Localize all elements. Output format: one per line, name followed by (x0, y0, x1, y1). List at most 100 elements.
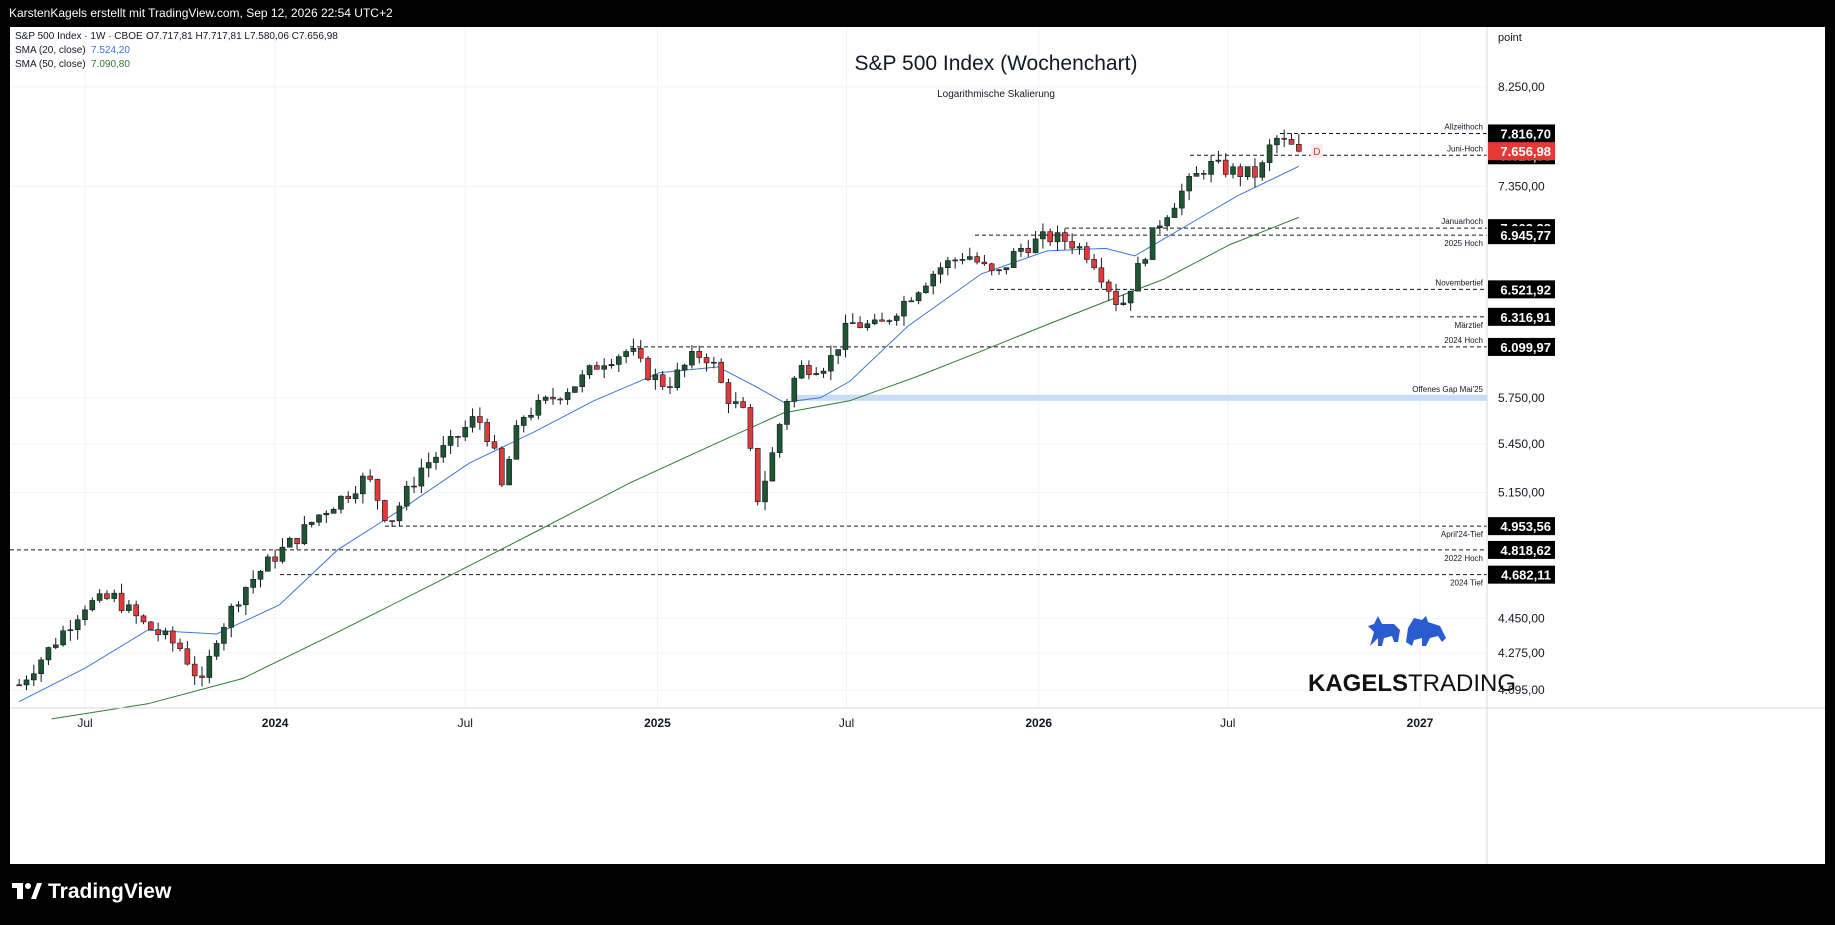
candle-up (689, 351, 695, 366)
candle-up (1018, 248, 1024, 252)
level-price-value: 6.316,91 (1500, 310, 1551, 325)
candle-up (820, 370, 827, 374)
candle-up (440, 445, 447, 458)
candle-up (403, 485, 410, 507)
candle-up (330, 508, 337, 514)
level-label: April'24-Tief (1441, 530, 1484, 539)
level-price-value: 6.099,97 (1500, 340, 1551, 355)
candle-up (849, 322, 856, 324)
candle-down (718, 361, 724, 383)
chart-frame: Offenes Gap Mai'25 Allzeithoch Juni-Hoch Ja… (10, 27, 1825, 864)
candle-up (111, 592, 118, 599)
candle-up (1193, 173, 1200, 177)
candle-down (594, 365, 600, 370)
candle-up (31, 673, 37, 681)
level-label: 2024 Tief (1450, 579, 1484, 588)
candles (16, 129, 1302, 691)
candle-up (652, 374, 659, 381)
candle-up (762, 480, 768, 503)
candle-up (923, 285, 929, 293)
candle-down (550, 396, 556, 400)
candle-down (177, 642, 183, 650)
candle-up (1208, 161, 1214, 175)
tradingview-logo[interactable]: TradingView (12, 880, 171, 904)
level-lines: Offenes Gap Mai'25 Allzeithoch Juni-Hoch Ja… (10, 122, 1487, 588)
candle-down (696, 351, 703, 358)
legend-sma20-value: 7.524,20 (91, 45, 130, 56)
candle-down (1237, 166, 1244, 178)
price-tick-label: 5.150,00 (1498, 486, 1545, 500)
level-price-tag (1488, 565, 1555, 584)
price-tick-label: 4.450,00 (1498, 611, 1545, 625)
candle-up (1040, 231, 1046, 240)
candle-down (498, 447, 505, 486)
candle-down (637, 348, 644, 359)
candle-up (681, 364, 688, 371)
candle-up (937, 267, 944, 275)
candle-down (1025, 248, 1032, 253)
candle-up (89, 600, 96, 611)
candle-up (352, 493, 359, 500)
candle-down (104, 593, 110, 599)
price-chart[interactable]: Offenes Gap Mai'25 Allzeithoch Juni-Hoch Ja… (10, 27, 1825, 864)
price-axis[interactable]: 8.250,00 7.350,00 5.750,00 5.450,00 5.150,00… (1488, 80, 1555, 697)
candle-down (148, 621, 154, 630)
time-axis[interactable]: Jul 2024 Jul 2025 Jul 2026 Jul 2027 (77, 716, 1433, 730)
candle-down (477, 416, 483, 423)
candle-down (1069, 241, 1075, 249)
candle-down (740, 401, 746, 408)
candle-up (316, 514, 322, 523)
candle-up (265, 556, 271, 572)
price-tick-label: 5.750,00 (1498, 391, 1545, 405)
tradingview-wordmark: TradingView (48, 880, 172, 903)
candle-up (586, 365, 593, 376)
candle-down (974, 256, 980, 263)
candle-up (908, 300, 915, 303)
candle-down (191, 663, 198, 677)
candle-up (1274, 137, 1280, 146)
candle-up (535, 400, 542, 416)
kagels-watermark: KAGELSTRADING (1308, 616, 1516, 697)
candle-down (667, 386, 673, 389)
candle-down (747, 407, 754, 449)
gap-zone-label: Offenes Gap Mai'25 (1412, 385, 1483, 394)
candle-down (455, 436, 461, 438)
time-tick-label: Jul (458, 716, 473, 730)
candle-up (623, 351, 629, 357)
candle-up (1230, 166, 1236, 175)
candle-down (857, 322, 863, 328)
candle-down (988, 263, 995, 272)
candle-up (228, 605, 235, 628)
candle-down (1252, 166, 1258, 178)
candle-down (1083, 246, 1090, 260)
candle-up (732, 401, 739, 404)
candle-up (1259, 162, 1266, 178)
time-tick-label: 2026 (1025, 716, 1052, 730)
legend: S&P 500 Index · 1W · CBOE O7.717,81 H7.7… (15, 31, 338, 70)
level-price-tag (1488, 540, 1555, 559)
candle-up (1142, 259, 1149, 264)
kagels-logo-text: KAGELSTRADING (1308, 670, 1516, 697)
level-price-tag (1488, 337, 1555, 356)
time-tick-label: Jul (1220, 716, 1235, 730)
candle-up (615, 356, 622, 365)
candle-up (433, 456, 439, 463)
candle-up (791, 377, 798, 402)
candle-up (286, 538, 293, 548)
candle-up (1157, 225, 1163, 228)
kagels-logo-bold: KAGELS (1308, 670, 1408, 697)
candle-up (1171, 207, 1178, 218)
sma20-line (18, 165, 1300, 703)
candle-up (1010, 251, 1017, 268)
candle-up (864, 323, 871, 328)
bull-bear-icon (1368, 616, 1446, 646)
level-price-tag (1488, 280, 1555, 299)
candle-down (1047, 231, 1054, 243)
candle-up (1032, 238, 1039, 253)
candle-up (579, 374, 586, 387)
candle-down (981, 261, 988, 265)
candle-up (1179, 190, 1185, 209)
candle-up (221, 626, 227, 644)
candle-down (659, 374, 666, 387)
level-label: 2024 Hoch (1444, 336, 1483, 345)
